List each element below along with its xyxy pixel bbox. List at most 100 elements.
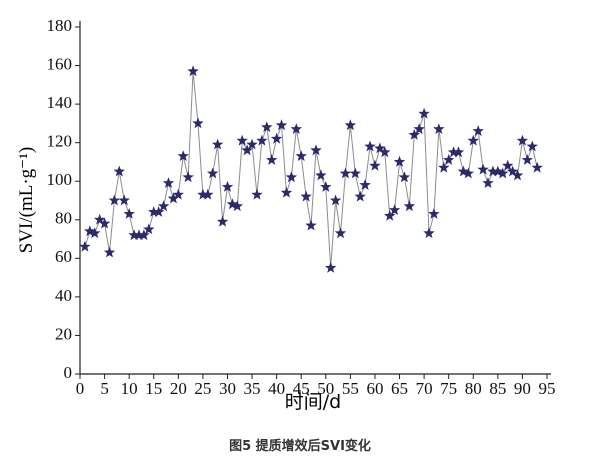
star-marker (388, 204, 401, 215)
star-marker (408, 129, 420, 140)
star-marker (113, 165, 125, 177)
star-marker (221, 181, 234, 192)
x-tick-label: 55 (342, 379, 359, 398)
star-marker (236, 134, 248, 146)
star-marker (384, 209, 396, 221)
x-tick-label: 95 (539, 379, 556, 398)
star-marker (418, 107, 430, 119)
star-marker (467, 134, 479, 146)
x-tick-label: 10 (121, 379, 138, 398)
star-marker (497, 167, 509, 179)
star-marker (211, 138, 224, 150)
star-marker (443, 154, 455, 165)
series-line (84, 71, 538, 269)
star-marker (393, 155, 406, 167)
star-marker (290, 123, 302, 134)
star-marker (152, 206, 165, 217)
star-marker (413, 123, 425, 134)
y-axis-label: SVI/(mL·g⁻¹) (16, 147, 37, 254)
star-marker (521, 154, 533, 165)
star-marker (123, 208, 135, 219)
y-tick-label: 40 (55, 286, 72, 305)
star-marker (231, 200, 243, 212)
y-tick-label: 0 (64, 363, 73, 382)
star-marker (133, 229, 145, 241)
star-marker (502, 159, 514, 171)
star-marker (187, 65, 199, 77)
star-marker (167, 192, 180, 204)
star-marker (403, 200, 416, 212)
star-marker (506, 165, 519, 177)
x-tick-label: 80 (465, 379, 482, 398)
star-marker (349, 167, 361, 179)
star-marker (261, 121, 273, 133)
star-marker (315, 169, 327, 181)
star-marker (94, 213, 106, 225)
x-tick-label: 50 (317, 379, 334, 398)
y-tick-label: 140 (47, 93, 73, 112)
star-marker (428, 208, 440, 219)
star-marker (79, 240, 91, 252)
star-marker (202, 188, 214, 200)
y-tick-label: 100 (47, 170, 73, 189)
y-tick-label: 60 (55, 247, 72, 266)
star-marker (433, 123, 445, 134)
x-tick-label: 25 (194, 379, 211, 398)
star-marker (197, 188, 209, 200)
star-marker (172, 188, 184, 200)
star-marker (157, 200, 170, 212)
y-tick-label: 80 (55, 209, 72, 228)
star-marker (516, 134, 529, 146)
star-marker (329, 194, 342, 206)
star-marker (452, 146, 465, 158)
star-marker (143, 223, 155, 235)
x-tick-label: 90 (514, 379, 531, 398)
star-marker (98, 217, 111, 229)
star-marker (266, 154, 278, 165)
star-marker (305, 219, 317, 231)
star-marker (369, 159, 381, 171)
star-marker (310, 144, 322, 156)
star-marker (374, 142, 386, 154)
star-marker (398, 171, 411, 183)
x-tick-label: 75 (440, 379, 457, 398)
x-tick-label: 70 (416, 379, 433, 398)
star-marker (320, 181, 332, 192)
y-tick-label: 20 (55, 324, 72, 343)
star-marker (457, 165, 470, 177)
x-tick-label: 45 (293, 379, 310, 398)
x-tick-label: 40 (268, 379, 285, 398)
star-marker (295, 150, 307, 161)
star-marker (344, 119, 357, 131)
star-marker (182, 171, 194, 183)
star-marker (89, 227, 101, 239)
star-marker (447, 146, 460, 158)
caption: 图5 提质增效后SVI变化 (229, 438, 371, 454)
star-marker (339, 167, 352, 179)
x-tick-label: 65 (391, 379, 408, 398)
star-marker (246, 138, 258, 150)
star-marker (241, 144, 253, 156)
star-marker (275, 119, 288, 131)
star-marker (334, 227, 347, 239)
star-marker (84, 225, 96, 237)
star-marker (280, 186, 293, 198)
star-marker (270, 132, 283, 144)
star-marker (226, 198, 239, 210)
star-marker (162, 177, 175, 188)
y-tick-label: 180 (47, 16, 73, 35)
x-tick-label: 0 (76, 379, 85, 398)
star-marker (531, 161, 543, 173)
x-tick-label: 35 (244, 379, 261, 398)
star-marker (526, 140, 538, 152)
star-marker (138, 229, 150, 241)
y-tick-label: 160 (47, 54, 73, 73)
star-marker (482, 177, 494, 188)
star-marker (472, 125, 484, 136)
x-axis-label: 时间/d (285, 391, 341, 413)
x-tick-label: 85 (489, 379, 506, 398)
x-tick-label: 5 (100, 379, 109, 398)
x-tick-label: 30 (219, 379, 236, 398)
star-marker (300, 190, 312, 202)
